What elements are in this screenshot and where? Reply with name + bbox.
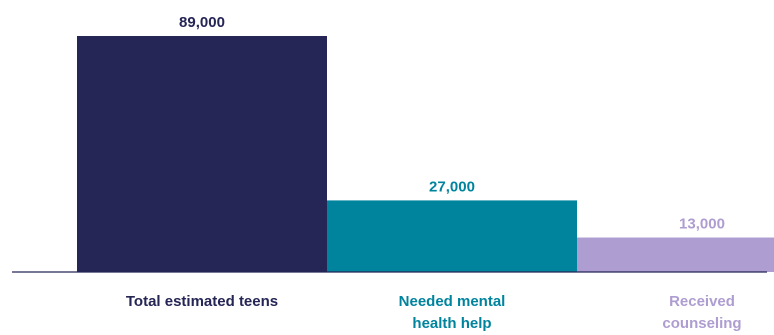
- value-label-received-counseling: 13,000: [679, 216, 725, 233]
- category-label-line: Needed mental: [399, 293, 506, 310]
- value-label-needed-mental-health-help: 27,000: [429, 178, 475, 195]
- value-label-total-estimated-teens: 89,000: [179, 14, 225, 31]
- value-labels-group: 89,000 27,000 13,000: [179, 14, 725, 233]
- bars-group: [77, 36, 774, 272]
- category-label-line: Total estimated teens: [126, 293, 278, 310]
- category-labels-group: Total estimated teens Needed mental health…: [126, 293, 742, 332]
- bar-received-counseling: [577, 237, 774, 272]
- category-label-line: counseling: [662, 315, 741, 332]
- bar-needed-mental-health-help: [327, 200, 577, 272]
- bar-total-estimated-teens: [77, 36, 327, 272]
- category-label-total-estimated-teens: Total estimated teens: [126, 293, 278, 310]
- category-label-line: health help: [412, 315, 491, 332]
- category-label-line: Received: [669, 293, 735, 310]
- category-label-received-counseling: Received counseling: [662, 293, 741, 332]
- category-label-needed-mental-health-help: Needed mental health help: [399, 293, 506, 332]
